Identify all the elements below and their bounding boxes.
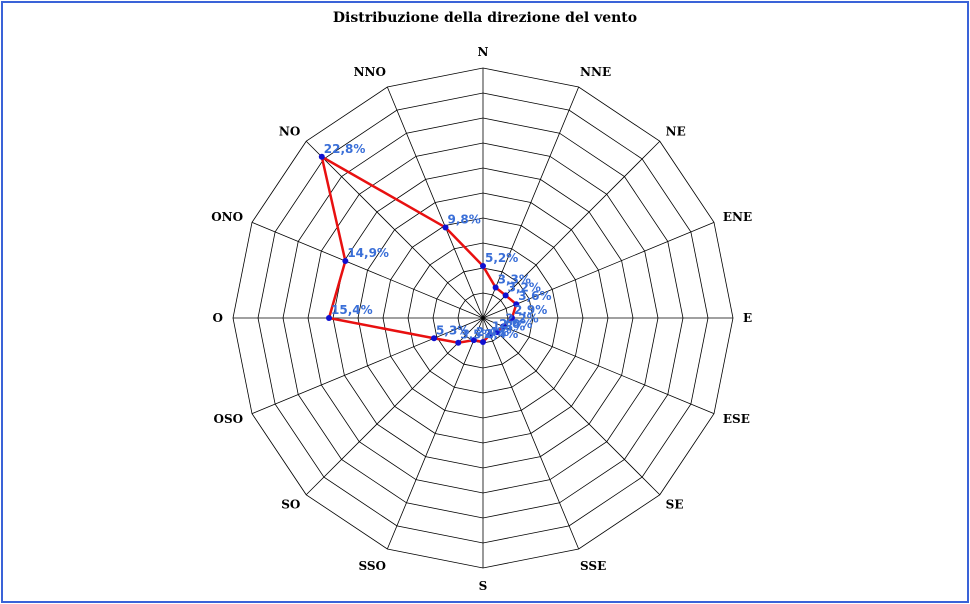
spoke-ne <box>482 140 661 319</box>
data-point-ono <box>342 257 349 264</box>
direction-label-e: E <box>743 311 752 325</box>
value-label-nne: 3,3% <box>498 273 531 287</box>
spoke-nne <box>482 86 580 319</box>
spoke-ene <box>482 221 715 319</box>
data-point-se <box>494 329 501 336</box>
direction-label-s: S <box>479 579 488 593</box>
data-point-sso <box>470 337 477 344</box>
data-point-ne <box>502 292 509 299</box>
data-point-ene <box>513 301 520 308</box>
data-point-nno <box>442 224 449 231</box>
data-point-s <box>480 339 486 345</box>
spoke-ese <box>482 317 715 415</box>
data-markers <box>318 153 520 346</box>
value-label-se: 2,0% <box>499 317 532 331</box>
direction-label-sso: SSO <box>358 559 386 573</box>
spoke-sse <box>482 317 580 550</box>
direction-label-so: SO <box>281 498 300 512</box>
direction-label-sse: SSE <box>580 559 606 573</box>
value-label-oso: 5,3% <box>436 323 469 337</box>
direction-label-se: SE <box>666 498 684 512</box>
value-label-sso: 2,4% <box>476 325 509 339</box>
spoke-ono <box>251 221 484 319</box>
spoke-se <box>482 317 661 496</box>
data-point-so <box>455 339 462 346</box>
radar-spokes <box>233 68 733 568</box>
value-label-no: 22,8% <box>324 142 366 156</box>
spoke-sso <box>386 317 484 550</box>
data-point-n <box>480 263 486 269</box>
data-point-o <box>326 315 332 321</box>
spoke-nno <box>386 86 484 319</box>
direction-label-nne: NNE <box>580 65 611 79</box>
direction-label-ese: ESE <box>723 412 750 426</box>
spoke-oso <box>251 317 484 415</box>
data-point-nne <box>492 284 499 291</box>
value-label-ne: 3,2% <box>508 280 541 294</box>
value-label-so: 3,5% <box>460 328 493 342</box>
direction-label-oso: OSO <box>214 412 244 426</box>
data-point-ese <box>500 323 507 330</box>
direction-label-o: O <box>213 311 223 325</box>
value-label-n: 5,2% <box>485 251 518 265</box>
spoke-no <box>305 140 484 319</box>
value-label-ene: 3,6% <box>518 289 551 303</box>
data-point-sse <box>486 331 493 338</box>
direction-label-ene: ENE <box>723 210 752 224</box>
direction-label-ono: ONO <box>211 210 243 224</box>
direction-label-no: NO <box>279 124 300 138</box>
direction-label-n: N <box>478 45 489 59</box>
direction-labels: N NNE NE ENE E ESE SE SSE S SSO SO OSO O ONO NO NNO <box>211 45 752 593</box>
data-point-e <box>509 315 515 321</box>
value-label-o: 15,4% <box>331 303 373 317</box>
value-labels: 5,2% 3,3%3,2%3,6%2,9%2,2%2,0%1,8%2,4%2,4%… <box>324 142 552 342</box>
value-label-nno: 9,8% <box>447 212 480 226</box>
value-label-ono: 14,9% <box>347 246 389 260</box>
direction-label-ne: NE <box>666 124 686 138</box>
data-point-no <box>318 153 325 160</box>
spoke-so <box>305 317 484 496</box>
chart-title: Distribuzione della direzione del vento <box>332 10 638 26</box>
value-label-sse: 1,8% <box>492 320 525 334</box>
data-point-oso <box>431 335 438 342</box>
value-label-ese: 2,2% <box>505 311 538 325</box>
direction-label-nno: NNO <box>354 65 386 79</box>
value-label-e: 2,9% <box>514 303 547 317</box>
value-label-s: 2,4% <box>485 327 518 341</box>
